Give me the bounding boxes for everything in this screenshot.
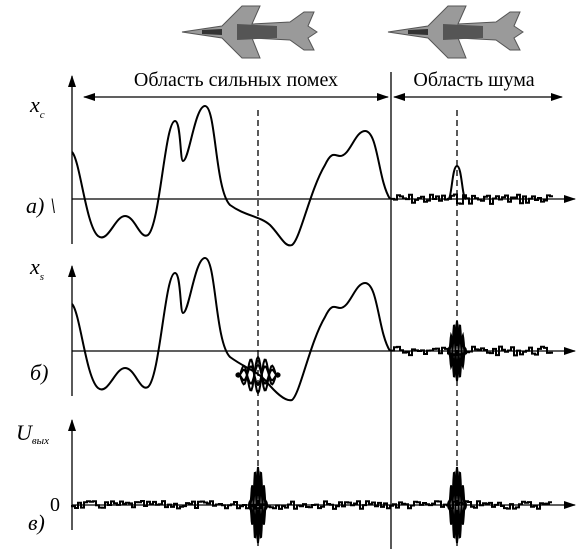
signal-curve	[248, 466, 268, 539]
panel-label: в)	[28, 510, 45, 535]
axis-label: xc	[29, 92, 45, 121]
signal-curve	[71, 104, 391, 247]
panel-label: б)	[30, 360, 48, 385]
region-label: Область шума	[413, 69, 534, 91]
aircraft	[181, 5, 318, 59]
signal-curve	[447, 334, 467, 370]
signal-curve	[447, 466, 467, 539]
aircraft	[387, 5, 524, 59]
signals	[71, 104, 553, 544]
signal-curve	[447, 324, 467, 382]
signal-curve	[447, 471, 467, 544]
signal-curve	[447, 332, 467, 368]
signal-curve	[390, 193, 553, 205]
signal-curve	[390, 345, 553, 357]
signal-curve	[235, 365, 281, 387]
axis-label: xs	[29, 254, 44, 283]
signal-curve	[235, 358, 281, 396]
signal-curve	[447, 485, 467, 528]
zero-label: 0	[50, 494, 60, 516]
signal-curve	[235, 363, 281, 385]
signal-curve	[248, 482, 268, 525]
signal-curve	[71, 500, 552, 510]
axis-label: Uвых	[16, 420, 49, 447]
signal-curve	[71, 256, 391, 402]
region-label: Область сильных помех	[134, 69, 338, 91]
signal-curve	[248, 471, 268, 544]
signal-curve	[447, 320, 467, 378]
signal-curve	[248, 485, 268, 528]
signal-curve	[447, 164, 467, 200]
panel-label: а) \	[26, 193, 56, 218]
signal-curve	[447, 482, 467, 525]
signal-curve	[235, 354, 281, 392]
